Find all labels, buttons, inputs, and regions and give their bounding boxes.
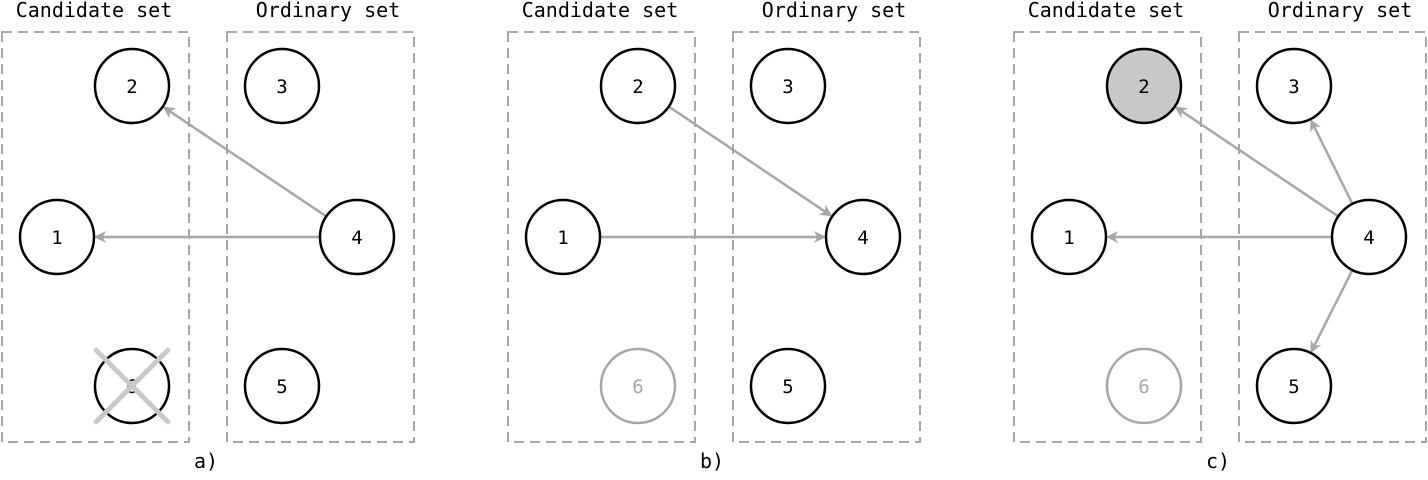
node-label: 4 <box>857 227 868 249</box>
node-circle <box>599 347 677 425</box>
node-circle <box>243 347 321 425</box>
ordinary-set-box <box>1238 31 1427 443</box>
node-circle <box>1330 198 1408 276</box>
node-4: 4 <box>318 198 396 276</box>
node-label: 6 <box>1138 376 1149 398</box>
node-label: 2 <box>1138 76 1149 98</box>
node-5: 5 <box>243 347 321 425</box>
panel-label: c) <box>1206 449 1230 473</box>
node-circle <box>1105 47 1183 125</box>
node-5: 5 <box>749 347 827 425</box>
edge-4-to-3 <box>1310 119 1354 205</box>
ordinary-set-box <box>226 31 415 443</box>
node-circle <box>93 47 171 125</box>
node-label: 3 <box>1288 76 1299 98</box>
node-label: 1 <box>51 227 62 249</box>
node-circle <box>1255 47 1333 125</box>
node-circle <box>599 47 677 125</box>
node-label: 5 <box>782 376 793 398</box>
node-circle <box>524 198 602 276</box>
candidate-set-title: Candidate set <box>1028 0 1185 22</box>
ordinary-set-box <box>732 31 921 443</box>
edge-4-to-5 <box>1310 269 1354 353</box>
node-label: 1 <box>1063 227 1074 249</box>
node-4: 4 <box>1330 198 1408 276</box>
node-6: 6 <box>93 347 171 425</box>
edge-4-to-2 <box>1174 106 1339 218</box>
node-circle <box>318 198 396 276</box>
candidate-set-title: Candidate set <box>16 0 173 22</box>
node-label: 3 <box>276 76 287 98</box>
node-label: 4 <box>1363 227 1374 249</box>
node-3: 3 <box>749 47 827 125</box>
node-2: 2 <box>93 47 171 125</box>
node-circle <box>1255 347 1333 425</box>
node-label: 5 <box>276 376 287 398</box>
node-label: 1 <box>557 227 568 249</box>
node-1: 1 <box>524 198 602 276</box>
candidate-set-title: Candidate set <box>522 0 679 22</box>
node-label: 5 <box>1288 376 1299 398</box>
node-4: 4 <box>824 198 902 276</box>
panel-2: Candidate set Ordinary set 1 2 6 3 4 5 b) <box>507 0 921 473</box>
panel-label: b) <box>700 449 724 473</box>
cross-mark <box>93 347 171 425</box>
node-label: 6 <box>632 376 643 398</box>
node-5: 5 <box>1255 347 1333 425</box>
node-label: 2 <box>632 76 643 98</box>
node-1: 1 <box>1030 198 1108 276</box>
node-label: 2 <box>126 76 137 98</box>
edge-4-to-2 <box>162 106 327 218</box>
panel-label: a) <box>194 449 218 473</box>
node-circle <box>824 198 902 276</box>
node-label: 4 <box>351 227 362 249</box>
node-6: 6 <box>1105 347 1183 425</box>
node-circle <box>749 347 827 425</box>
node-circle <box>749 47 827 125</box>
node-2: 2 <box>599 47 677 125</box>
ordinary-set-title: Ordinary set <box>762 0 907 22</box>
node-label: 3 <box>782 76 793 98</box>
ordinary-set-title: Ordinary set <box>1268 0 1413 22</box>
node-2: 2 <box>1105 47 1183 125</box>
edge-2-to-4 <box>668 105 833 217</box>
panel-1: Candidate set Ordinary set 1 2 6 3 4 5 a) <box>1 0 415 473</box>
node-3: 3 <box>243 47 321 125</box>
node-circle <box>1030 198 1108 276</box>
node-1: 1 <box>18 198 96 276</box>
ordinary-set-title: Ordinary set <box>256 0 401 22</box>
node-circle <box>18 198 96 276</box>
node-3: 3 <box>1255 47 1333 125</box>
panel-3: Candidate set Ordinary set 1 2 6 3 4 5 c) <box>1013 0 1427 473</box>
node-circle <box>243 47 321 125</box>
node-6: 6 <box>599 347 677 425</box>
node-circle <box>1105 347 1183 425</box>
